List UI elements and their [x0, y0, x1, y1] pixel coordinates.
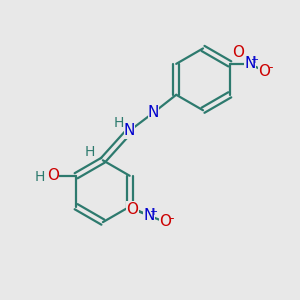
- Text: +: +: [149, 207, 157, 217]
- Text: N: N: [148, 105, 159, 120]
- Text: H: H: [84, 145, 94, 159]
- Text: +: +: [250, 55, 258, 65]
- Text: O: O: [232, 45, 244, 60]
- Text: H: H: [114, 116, 124, 130]
- Text: -: -: [269, 61, 273, 74]
- Text: O: O: [47, 168, 59, 183]
- Text: N: N: [124, 123, 135, 138]
- Text: H: H: [35, 170, 45, 184]
- Text: O: O: [127, 202, 139, 217]
- Text: O: O: [159, 214, 171, 230]
- Text: -: -: [169, 212, 174, 225]
- Text: N: N: [143, 208, 154, 223]
- Text: N: N: [244, 56, 256, 71]
- Text: O: O: [259, 64, 271, 79]
